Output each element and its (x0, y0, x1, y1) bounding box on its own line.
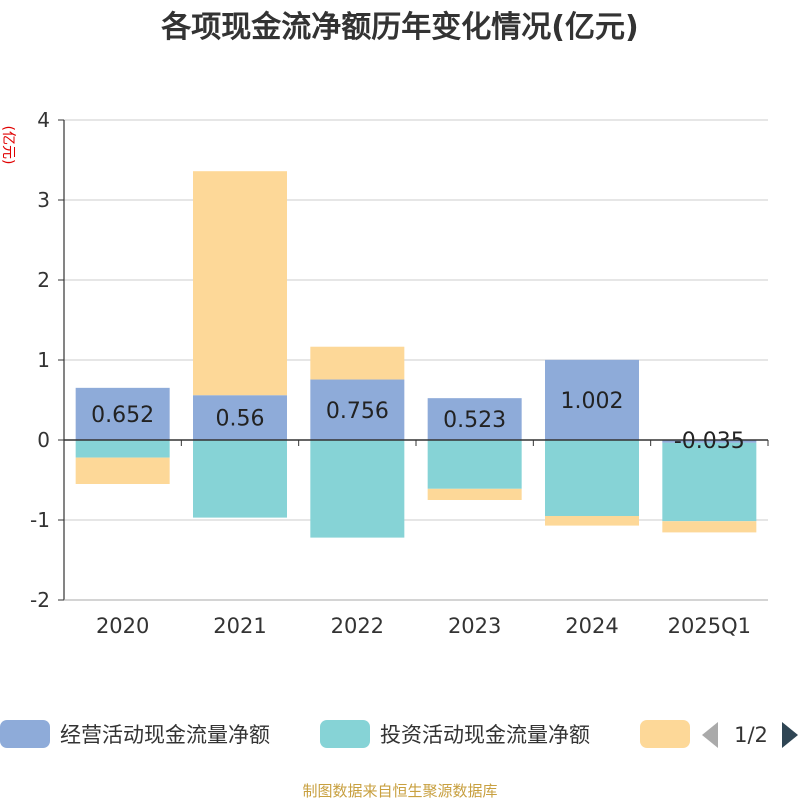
data-labels: 0.652 0.56 0.756 0.523 1.002 -0.035 (91, 389, 745, 454)
bar-3-2020 (75, 457, 170, 484)
legend-swatch-3[interactable] (640, 720, 690, 748)
axes: 4 3 2 1 0 -1 -2 2020 2021 2022 2023 2024 2025Q1 (30, 108, 769, 638)
data-label-2021: 0.56 (216, 407, 265, 432)
bar-2-2021 (193, 440, 287, 518)
x-tick-label: 2023 (448, 614, 501, 638)
y-axis-label: (亿元) (0, 126, 16, 165)
legend-page-indicator: 1/2 (734, 723, 768, 747)
bar-3-2024 (545, 516, 639, 526)
y-tick-label: 3 (37, 188, 50, 212)
bar-2-2022 (310, 440, 405, 538)
bar-1-2020 (75, 387, 170, 440)
y-tick-label: 0 (37, 428, 50, 452)
bar-2-2020 (75, 440, 170, 458)
bar-3-2022 (310, 346, 405, 380)
legend-swatch-2[interactable] (320, 720, 370, 748)
x-tick-label: 2024 (565, 614, 618, 638)
x-tick-label: 2022 (331, 614, 384, 638)
legend: 经营活动现金流量净额 投资活动现金流量净额 1/2 (0, 720, 798, 748)
bar-2-2024 (545, 440, 639, 516)
legend-label-2[interactable]: 投资活动现金流量净额 (380, 723, 590, 747)
x-tick-label: 2020 (96, 614, 149, 638)
bar-3-2023 (427, 488, 522, 500)
bar-1-2025Q1 (662, 440, 757, 443)
legend-label-1[interactable]: 经营活动现金流量净额 (60, 723, 270, 747)
data-label-2024: 1.002 (561, 389, 624, 414)
y-tick-label: 2 (37, 268, 50, 292)
x-tick-label: 2021 (213, 614, 266, 638)
data-label-2022: 0.756 (326, 399, 389, 424)
legend-next-icon[interactable] (782, 722, 798, 748)
data-label-2023: 0.523 (443, 408, 506, 433)
y-tick-label: 1 (37, 348, 50, 372)
y-tick-label: 4 (37, 108, 50, 132)
bars (75, 171, 757, 538)
legend-prev-icon[interactable] (702, 722, 718, 748)
y-tick-label: -1 (30, 508, 50, 532)
x-tick-label: 2025Q1 (668, 614, 751, 638)
chart-title: 各项现金流净额历年变化情况(亿元) (160, 10, 638, 45)
bar-3-2025Q1 (662, 521, 757, 533)
legend-swatch-1[interactable] (0, 720, 50, 748)
bar-1-2023 (427, 398, 522, 440)
bar-3-2021 (193, 171, 287, 396)
y-tick-label: -2 (30, 588, 50, 612)
data-label-2025Q1: -0.035 (674, 429, 745, 454)
bar-2-2023 (427, 440, 522, 489)
bar-1-2021 (193, 395, 287, 440)
bar-1-2022 (310, 379, 405, 440)
bar-1-2024 (545, 359, 639, 440)
source-note: 制图数据来自恒生聚源数据库 (302, 782, 497, 800)
bar-2-2025Q1 (662, 442, 757, 522)
data-label-2020: 0.652 (91, 403, 154, 428)
